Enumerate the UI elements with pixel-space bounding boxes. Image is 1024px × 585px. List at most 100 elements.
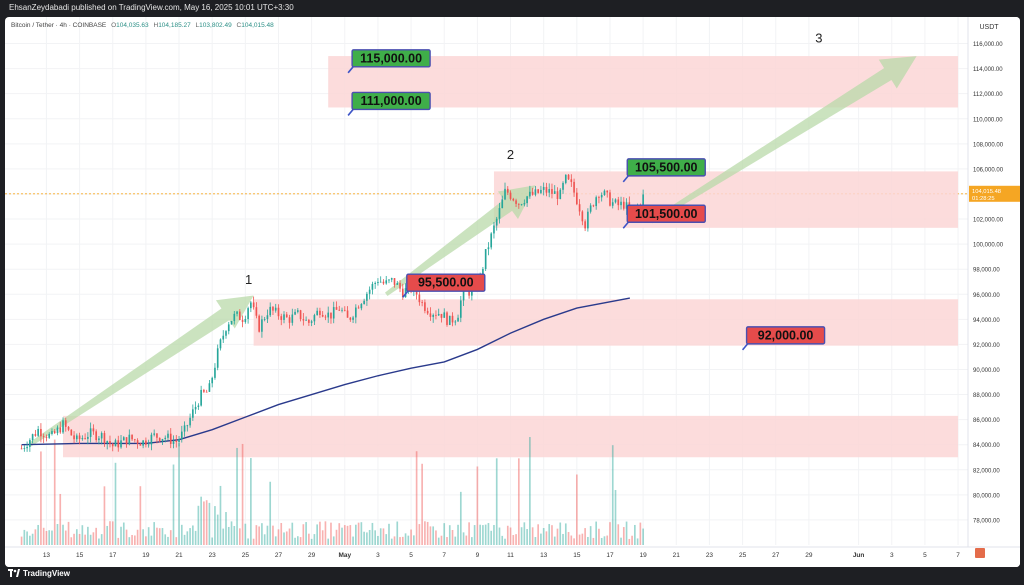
- price-chart[interactable]: 115,000.00 111,000.00 105,500.00 101,500.00…: [5, 17, 1020, 567]
- volume-bar: [302, 524, 305, 545]
- candle: [578, 199, 581, 216]
- candle: [548, 183, 551, 198]
- volume-bar: [435, 530, 437, 545]
- candle-body: [443, 312, 446, 318]
- volume-bar: [576, 474, 578, 545]
- tradingview-logo[interactable]: TradingView: [8, 569, 70, 578]
- candle: [399, 280, 401, 293]
- candle: [564, 174, 567, 185]
- volume-bars: [20, 437, 644, 545]
- candle-body: [529, 191, 531, 197]
- volume-bar: [584, 528, 586, 545]
- candle: [142, 439, 144, 449]
- candle: [172, 435, 175, 449]
- level-label: 101,500.00: [635, 207, 698, 221]
- volume-bar: [457, 524, 459, 545]
- candle-body: [37, 428, 39, 436]
- candle: [294, 309, 296, 316]
- publisher-line: EhsanZeydabadi published on TradingView.…: [9, 3, 294, 12]
- candle: [366, 291, 368, 306]
- candle-body: [620, 201, 622, 206]
- candle-body: [553, 191, 556, 194]
- candle: [214, 363, 216, 380]
- candle: [454, 319, 457, 326]
- candle: [134, 438, 136, 443]
- volume-bar: [617, 524, 620, 545]
- trend-arrow: [384, 185, 536, 296]
- candle: [208, 380, 211, 393]
- volume-bar: [283, 532, 285, 545]
- candle-body: [164, 437, 167, 440]
- volume-bar: [606, 535, 609, 545]
- candle: [321, 311, 324, 318]
- volume-bar: [534, 537, 537, 545]
- chart-area[interactable]: 115,000.00 111,000.00 105,500.00 101,500.00…: [5, 17, 1020, 567]
- candle: [556, 187, 559, 206]
- candle-body: [92, 428, 95, 432]
- volume-bar: [363, 531, 365, 545]
- x-tick-label: 23: [706, 552, 714, 559]
- candle-body: [131, 434, 133, 440]
- candle-body: [614, 199, 617, 203]
- candle-body: [84, 438, 86, 439]
- x-tick-label: 27: [772, 552, 780, 559]
- candle-body: [343, 309, 346, 311]
- high-value: 104,185.27: [158, 22, 191, 29]
- volume-bar: [291, 522, 294, 545]
- candle: [261, 315, 263, 338]
- volume-bar: [371, 522, 374, 545]
- candle: [506, 186, 509, 196]
- candle-body: [40, 428, 42, 437]
- x-tick-label: 3: [376, 552, 380, 559]
- candle-body: [29, 440, 31, 447]
- countdown-value: 01:28:25: [972, 196, 995, 202]
- volume-bar: [178, 443, 180, 545]
- candle: [98, 435, 100, 445]
- candle: [252, 296, 255, 310]
- candle: [109, 435, 111, 448]
- candle-body: [31, 434, 34, 441]
- candle: [244, 315, 247, 324]
- candle: [103, 430, 106, 447]
- volume-bar: [45, 530, 48, 545]
- candle-body: [26, 446, 28, 449]
- volume-bar: [379, 528, 382, 545]
- candle-body: [512, 198, 515, 201]
- candle-body: [584, 221, 586, 229]
- axes: USDT 78,000.00 80,000.00 82,000.00 84,000.00…: [5, 17, 1020, 567]
- y-tick-label: 84,000.00: [973, 443, 1000, 449]
- volume-bar: [421, 463, 423, 545]
- candle-body: [437, 313, 440, 316]
- volume-bar: [20, 536, 23, 545]
- settings-icon[interactable]: [975, 548, 985, 558]
- volume-bar: [95, 527, 97, 545]
- candle: [169, 428, 172, 449]
- volume-bar: [390, 538, 393, 545]
- volume-bar: [426, 521, 429, 545]
- price-axis-bg: [968, 17, 1020, 567]
- candle-body: [42, 436, 45, 438]
- y-tick-label: 86,000.00: [973, 418, 1000, 424]
- candle: [53, 429, 56, 435]
- candle-body: [611, 202, 614, 206]
- open-value: 104,035.63: [116, 22, 149, 29]
- volume-bar: [197, 505, 200, 545]
- volume-bar: [634, 524, 636, 545]
- candle-body: [178, 439, 180, 443]
- candle: [346, 306, 349, 318]
- candle-body: [51, 431, 53, 434]
- candle: [236, 310, 238, 317]
- volume-bar: [258, 526, 260, 545]
- volume-bar: [598, 528, 600, 545]
- candle-body: [20, 448, 23, 450]
- volume-bar: [23, 529, 26, 545]
- volume-bar: [208, 502, 211, 545]
- candle: [29, 438, 31, 452]
- candle-body: [531, 191, 534, 195]
- candle-body: [238, 311, 241, 321]
- candle-body: [396, 282, 399, 285]
- volume-bar: [139, 486, 142, 545]
- candle-body: [451, 315, 454, 323]
- candle: [600, 192, 603, 202]
- candle-body: [167, 433, 169, 438]
